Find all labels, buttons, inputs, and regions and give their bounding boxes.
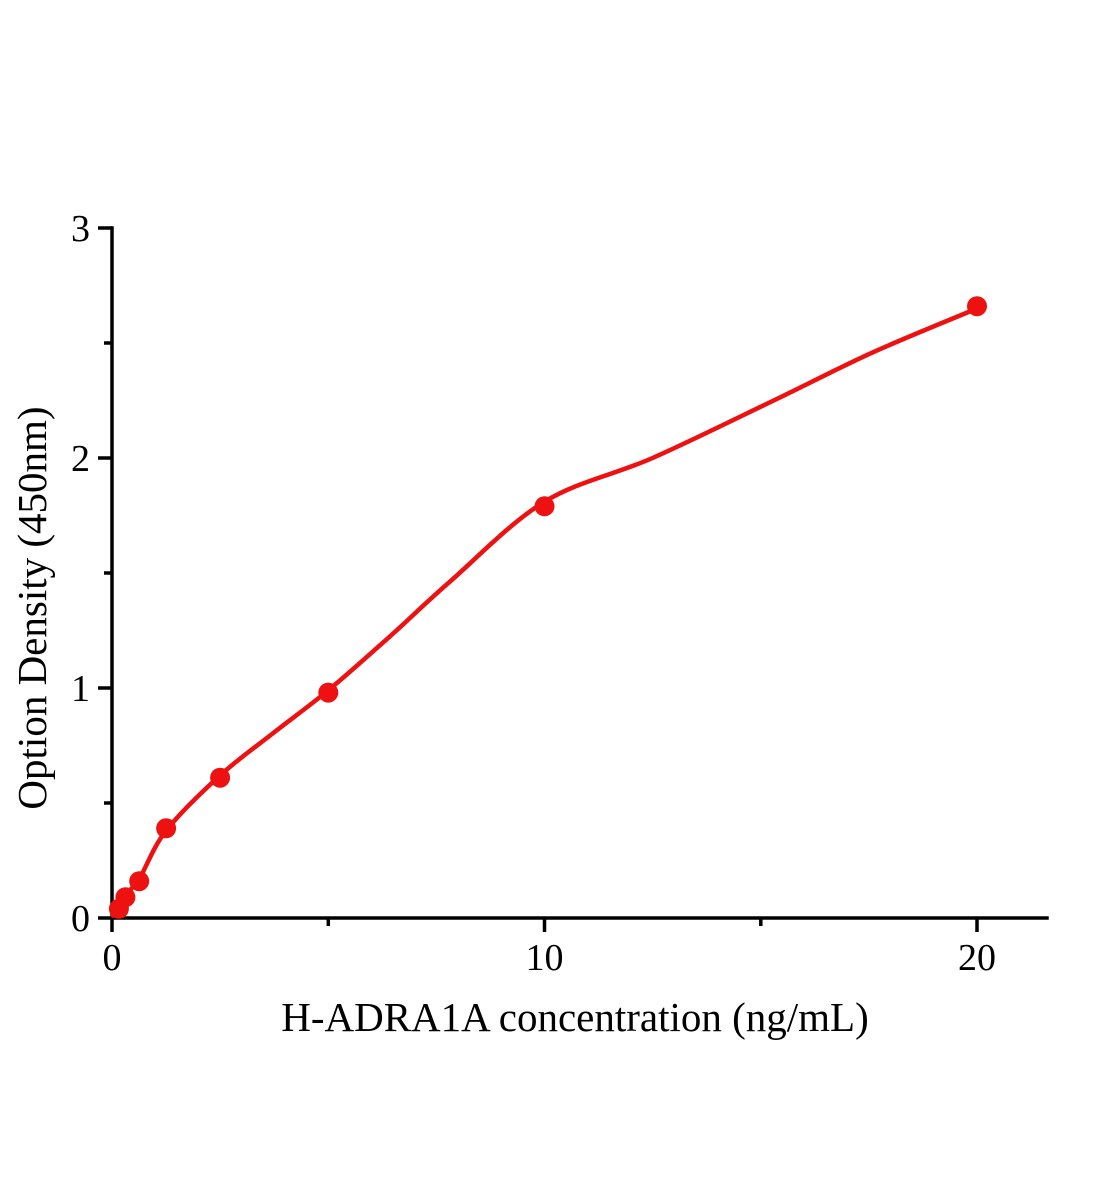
y-tick-label: 3 <box>71 208 90 250</box>
y-axis-title: Option Density (450nm) <box>9 406 55 809</box>
x-tick-label: 10 <box>526 937 564 979</box>
axis-lines <box>110 226 1049 920</box>
axis-ticks <box>98 226 979 932</box>
data-point-marker <box>967 296 987 317</box>
x-axis-title: H-ADRA1A concentration (ng/mL) <box>281 994 869 1040</box>
fit-curve-path <box>110 306 980 918</box>
data-point-marker <box>115 887 136 908</box>
axis-spines <box>110 226 1049 920</box>
x-tick-label: 0 <box>103 937 122 979</box>
data-point-marker <box>156 818 177 839</box>
data-points <box>108 296 987 919</box>
y-tick-label: 1 <box>71 668 90 710</box>
data-point-marker <box>129 871 150 892</box>
data-point-marker <box>534 496 555 517</box>
x-tick-label: 20 <box>958 937 996 979</box>
y-tick-label: 2 <box>71 438 90 480</box>
data-point-marker <box>210 767 231 788</box>
y-tick-label: 0 <box>71 898 90 940</box>
axis-tick-labels: 0 10 20 0 1 2 3 <box>71 208 996 979</box>
fit-curve <box>110 306 980 918</box>
data-point-marker <box>318 682 339 703</box>
